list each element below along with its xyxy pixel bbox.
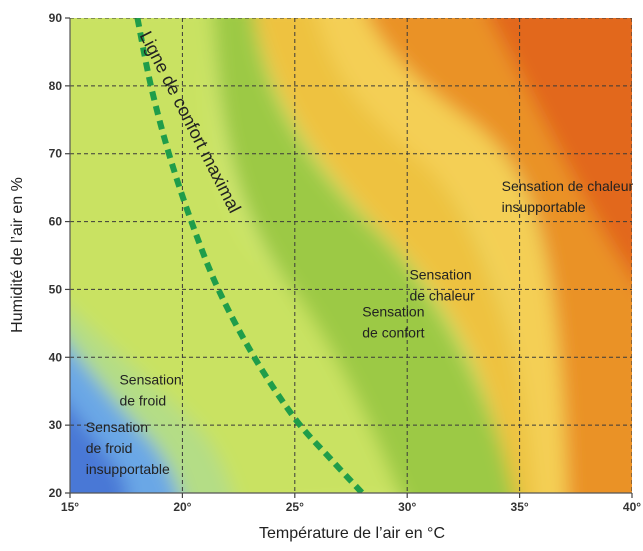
zone-label-line: Sensation	[362, 304, 424, 320]
x-tick-label: 30°	[398, 500, 416, 514]
x-tick-label: 20°	[173, 500, 191, 514]
zone-label-line: de chaleur	[409, 287, 475, 303]
x-tick-label: 35°	[511, 500, 529, 514]
y-tick-label: 70	[49, 147, 63, 161]
zone-label-line: Sensation de chaleur	[502, 178, 634, 194]
x-axis-title: Température de l’air en °C	[259, 525, 445, 542]
zone-label-line: Sensation	[86, 419, 148, 435]
y-tick-label: 30	[49, 418, 63, 432]
axes: 20 30 40 50 60 70 80 90 15° 20° 25° 30° 35° 40°	[49, 11, 642, 514]
y-tick-label: 60	[49, 215, 63, 229]
zone-label: Sensation de confort	[362, 304, 424, 341]
zone-label-line: de froid	[119, 392, 166, 408]
x-tick-label: 40°	[623, 500, 641, 514]
zone-comfort-area	[212, 18, 515, 493]
zone-backgrounds	[70, 18, 632, 493]
y-tick-label: 50	[49, 282, 63, 296]
zone-label-line: Sensation	[409, 266, 471, 282]
zone-label: Sensation de froid insupportable	[86, 419, 170, 477]
zone-label-line: de froid	[86, 440, 133, 456]
grid-lines	[70, 18, 632, 493]
y-axis-title: Humidité de l’air en %	[9, 177, 26, 333]
zone-heat-light-area	[317, 18, 568, 493]
comfort-line	[134, 18, 365, 493]
zone-label: Sensation de froid	[119, 371, 181, 408]
zone-labels: Sensation de chaleur insupportableSensati…	[86, 178, 634, 477]
y-tick-label: 20	[49, 486, 63, 500]
zone-label-line: insupportable	[502, 199, 586, 215]
zone-label-line: de confort	[362, 325, 424, 341]
zone-label-line: Sensation	[119, 371, 181, 387]
x-tick-label: 15°	[61, 500, 79, 514]
zone-label: Sensation de chaleur insupportable	[502, 178, 634, 215]
zone-heat-area	[255, 18, 535, 493]
zone-label-line: insupportable	[86, 461, 170, 477]
y-tick-label: 40	[49, 350, 63, 364]
zone-label: Sensation de chaleur	[409, 266, 475, 303]
y-tick-label: 90	[49, 11, 63, 25]
x-tick-label: 25°	[286, 500, 304, 514]
y-tick-label: 80	[49, 79, 63, 93]
